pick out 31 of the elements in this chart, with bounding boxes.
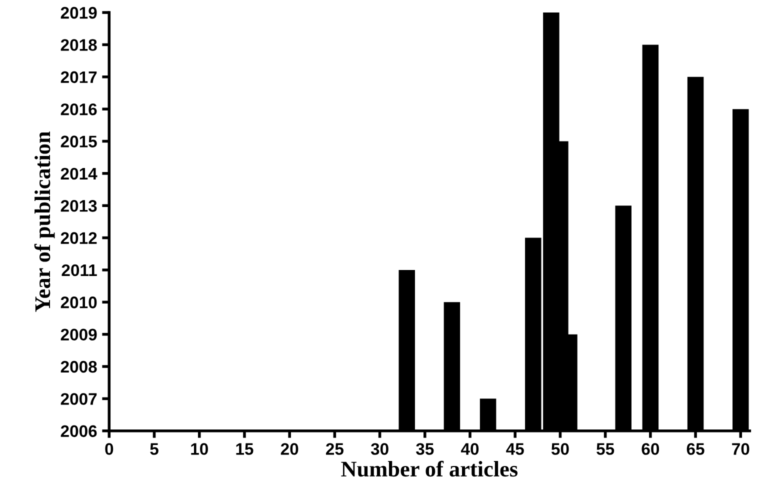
x-tick-label: 15 <box>236 443 254 455</box>
y-tick-label: 2017 <box>60 71 97 84</box>
y-tick-label: 2009 <box>60 328 97 341</box>
y-tick-label: 2010 <box>60 296 97 308</box>
x-tick-label: 20 <box>280 443 298 455</box>
y-tick-label: 2015 <box>60 136 97 148</box>
y-tick-label: 2014 <box>60 168 98 180</box>
y-tick-label: 2019 <box>60 6 97 19</box>
x-tick-label: 70 <box>732 443 750 455</box>
x-tick-label: 30 <box>370 443 388 455</box>
y-tick-label: 2008 <box>60 360 97 373</box>
x-axis-title: Number of articles <box>341 460 518 477</box>
x-tick-label: 5 <box>150 443 158 455</box>
x-tick-label: 40 <box>460 443 479 455</box>
x-tick-label: 35 <box>416 443 434 455</box>
x-tick-label: 10 <box>191 443 208 455</box>
y-tick-label: 2012 <box>60 232 97 244</box>
x-tick-label: 65 <box>686 443 704 455</box>
x-tick-label: 60 <box>642 443 660 455</box>
x-tick-label: 55 <box>596 443 614 455</box>
y-tick-label: 2016 <box>60 103 97 116</box>
x-tick-label: 0 <box>105 443 114 455</box>
x-tick-label: 45 <box>506 443 524 455</box>
y-tick-label: 2006 <box>60 425 97 438</box>
x-tick-label: 50 <box>551 443 569 455</box>
y-axis-title: Year of publication <box>34 131 55 312</box>
y-tick-label: 2018 <box>60 39 97 51</box>
y-tick-label: 2007 <box>60 393 97 405</box>
y-tick-label: 2011 <box>62 264 97 276</box>
x-tick-label: 25 <box>326 443 344 455</box>
y-tick-label: 2013 <box>60 200 97 212</box>
